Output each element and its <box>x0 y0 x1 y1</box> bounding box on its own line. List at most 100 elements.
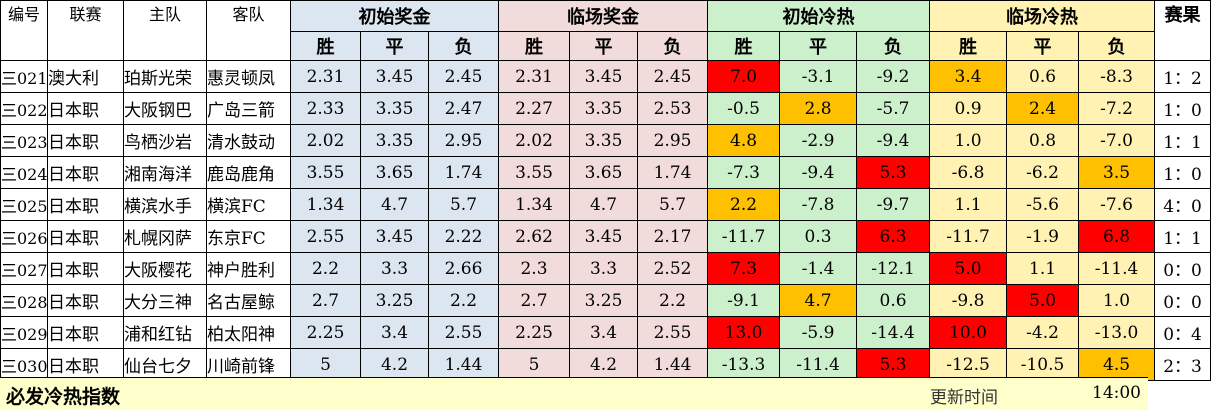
initial-heat-cell: 6.3 <box>856 220 931 253</box>
initial-prize-cell: 2.7 <box>290 284 361 317</box>
result-cell: 1：1 <box>1154 220 1212 253</box>
initial-prize-cell: 2.55 <box>290 220 361 253</box>
live-heat-cell: 2.4 <box>1006 92 1080 125</box>
initial-prize-cell: 2.95 <box>427 124 500 157</box>
header-away: 客队 <box>206 0 291 61</box>
initial-heat-cell: -1.4 <box>779 252 858 285</box>
live-heat-cell: 5.0 <box>929 252 1008 285</box>
initial-heat-cell: -5.9 <box>779 316 858 349</box>
live-prize-cell: 2.45 <box>637 60 709 93</box>
header-lh-win: 胜 <box>929 31 1008 61</box>
league-cell: 日本职 <box>47 284 124 317</box>
header-code: 编号 <box>0 0 48 61</box>
result-cell: 1：1 <box>1154 124 1212 157</box>
live-prize-cell: 2.27 <box>498 92 571 125</box>
live-prize-cell: 2.17 <box>637 220 709 253</box>
header-ip-lose: 负 <box>427 31 500 61</box>
initial-prize-cell: 2.2 <box>290 252 361 285</box>
header-lp-draw: 平 <box>569 31 639 61</box>
home-team-cell: 珀斯光荣 <box>123 60 207 93</box>
live-prize-cell: 2.52 <box>637 252 709 285</box>
header-lp-win: 胜 <box>498 31 571 61</box>
initial-prize-cell: 5.7 <box>427 188 500 221</box>
initial-heat-cell: 7.0 <box>707 60 781 93</box>
live-heat-cell: -8.3 <box>1078 60 1156 93</box>
result-cell: 1：0 <box>1154 156 1212 189</box>
table-row: 三022 日本职 大阪钢巴 广岛三箭 2.33 3.35 2.47 2.27 3.35 2.53-… <box>0 92 1212 125</box>
home-team-cell: 仙台七夕 <box>123 348 207 381</box>
league-cell: 日本职 <box>47 220 124 253</box>
header-initial-heat: 初始冷热 <box>707 0 931 32</box>
header-initial-prize: 初始奖金 <box>289 0 500 32</box>
match-code: 三027 <box>0 252 48 285</box>
away-team-cell: 名古屋鲸 <box>206 284 291 317</box>
home-team-cell: 湘南海洋 <box>123 156 207 189</box>
live-heat-cell: -13.0 <box>1078 316 1156 349</box>
live-heat-cell: -7.2 <box>1078 92 1156 125</box>
live-prize-cell: 2.62 <box>498 220 571 253</box>
live-prize-cell: 2.2 <box>637 284 709 317</box>
match-code: 三029 <box>0 316 48 349</box>
header-ih-lose: 负 <box>856 31 931 61</box>
home-team-cell: 札幌冈萨 <box>123 220 207 253</box>
result-cell: 1：0 <box>1154 92 1212 125</box>
live-heat-cell: 0.9 <box>929 92 1008 125</box>
away-team-cell: 柏太阳神 <box>206 316 291 349</box>
match-code: 三024 <box>0 156 48 189</box>
initial-heat-cell: -9.4 <box>856 124 931 157</box>
live-heat-cell: 3.4 <box>929 60 1008 93</box>
live-prize-cell: 2.25 <box>498 316 571 349</box>
initial-prize-cell: 2.25 <box>290 316 361 349</box>
league-cell: 日本职 <box>47 252 124 285</box>
live-prize-cell: 3.45 <box>569 60 639 93</box>
live-prize-cell: 3.45 <box>569 220 639 253</box>
initial-heat-cell: 2.8 <box>779 92 858 125</box>
header-row-sub: 胜 平 负 胜 平 负 胜 平 负 胜 平 负 <box>1 31 1211 61</box>
initial-prize-cell: 3.3 <box>360 252 429 285</box>
live-prize-cell: 3.3 <box>569 252 639 285</box>
league-cell: 日本职 <box>47 92 124 125</box>
initial-heat-cell: 5.3 <box>856 156 931 189</box>
update-time: 14:00 <box>1092 383 1141 403</box>
live-heat-cell: 1.0 <box>1078 284 1156 317</box>
initial-prize-cell: 2.22 <box>427 220 500 253</box>
initial-prize-cell: 2.02 <box>290 124 361 157</box>
table-row: 三027 日本职 大阪樱花 神户胜利 2.2 3.3 2.66 2.3 3.3 2.52 7.3 -1… <box>0 252 1212 285</box>
league-cell: 日本职 <box>47 124 124 157</box>
match-code: 三025 <box>0 188 48 221</box>
result-cell: 0：0 <box>1154 284 1212 317</box>
live-prize-cell: 2.7 <box>498 284 571 317</box>
live-heat-cell: 0.8 <box>1006 124 1080 157</box>
header-lp-lose: 负 <box>637 31 709 61</box>
live-prize-cell: 5.7 <box>637 188 709 221</box>
live-heat-cell: -7.0 <box>1078 124 1156 157</box>
initial-heat-cell: -9.7 <box>856 188 931 221</box>
initial-heat-cell: 0.6 <box>856 284 931 317</box>
initial-heat-cell: 5.3 <box>856 348 931 381</box>
initial-prize-cell: 3.25 <box>360 284 429 317</box>
header-ih-draw: 平 <box>779 31 858 61</box>
live-heat-cell: 10.0 <box>929 316 1008 349</box>
live-prize-cell: 4.2 <box>569 348 639 381</box>
home-team-cell: 大分三神 <box>123 284 207 317</box>
live-heat-cell: -1.9 <box>1006 220 1080 253</box>
initial-heat-cell: 7.3 <box>707 252 781 285</box>
live-prize-cell: 1.44 <box>637 348 709 381</box>
result-cell: 0：0 <box>1154 252 1212 285</box>
home-team-cell: 横滨水手 <box>123 188 207 221</box>
header-home: 主队 <box>123 0 207 61</box>
initial-heat-cell: -5.7 <box>856 92 931 125</box>
initial-heat-cell: -7.3 <box>707 156 781 189</box>
footer-bar: 必发冷热指数 更新时间 14:00 <box>0 377 1148 410</box>
match-code: 三026 <box>0 220 48 253</box>
header-ip-draw: 平 <box>360 31 429 61</box>
live-heat-cell: 1.1 <box>929 188 1008 221</box>
initial-prize-cell: 2.45 <box>427 60 500 93</box>
match-code: 三030 <box>0 348 48 381</box>
initial-heat-cell: 4.8 <box>707 124 781 157</box>
live-prize-cell: 2.55 <box>637 316 709 349</box>
initial-heat-cell: 2.2 <box>707 188 781 221</box>
initial-prize-cell: 2.55 <box>427 316 500 349</box>
live-prize-cell: 2.02 <box>498 124 571 157</box>
initial-prize-cell: 3.35 <box>360 124 429 157</box>
